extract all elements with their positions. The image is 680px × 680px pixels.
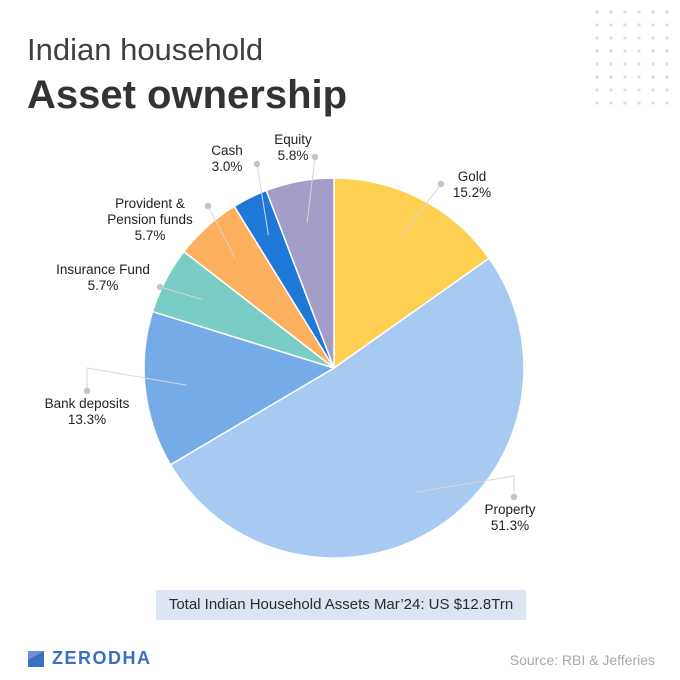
- leader-line: [86, 367, 187, 391]
- pie-chart: Gold 15.2% Property 51.3% Bank deposits 13.3%…: [45, 132, 536, 559]
- total-assets-callout: Total Indian Household Assets Mar’24: US…: [156, 590, 526, 620]
- source-note: Source: RBI & Jefferies: [509, 652, 655, 668]
- decor-dot: [637, 36, 641, 40]
- leader-dot: [83, 387, 91, 395]
- decor-dot: [651, 36, 655, 40]
- decor-dot: [665, 75, 669, 79]
- decor-dot: [665, 88, 669, 92]
- pie-slice: [333, 177, 491, 370]
- zerodha-logo: ZERODHA: [28, 648, 152, 669]
- zerodha-logo-text: ZERODHA: [52, 648, 152, 668]
- leader-line: [306, 156, 316, 223]
- decor-dot: [595, 23, 599, 27]
- leader-dot: [311, 153, 319, 161]
- decor-dot: [595, 88, 599, 92]
- decor-dot: [651, 62, 655, 66]
- decor-dot: [609, 75, 613, 79]
- decor-dot: [595, 101, 599, 105]
- decor-dot: [651, 10, 655, 14]
- pie-slice: [169, 257, 525, 559]
- decor-dot: [595, 75, 599, 79]
- decor-dot: [609, 10, 613, 14]
- decor-dot: [637, 62, 641, 66]
- decor-dot: [665, 101, 669, 105]
- leader-dot: [510, 493, 518, 501]
- decor-dot: [651, 101, 655, 105]
- decor-dot: [623, 10, 627, 14]
- decor-dot: [665, 62, 669, 66]
- decor-dot: [609, 101, 613, 105]
- leader-line: [159, 286, 203, 300]
- decor-dot: [623, 88, 627, 92]
- decor-dot: [637, 10, 641, 14]
- slice-label: Equity 5.8%: [274, 132, 312, 163]
- decor-dot: [637, 49, 641, 53]
- decor-dot: [623, 62, 627, 66]
- decor-dot: [595, 62, 599, 66]
- leader-dot: [437, 180, 445, 188]
- decor-dot: [595, 36, 599, 40]
- slice-label: Bank deposits 13.3%: [45, 396, 130, 427]
- slice-label: Property 51.3%: [484, 502, 535, 533]
- leader-line: [414, 475, 515, 497]
- decor-dot: [665, 10, 669, 14]
- decor-dot: [651, 49, 655, 53]
- chart-subtitle: Indian household: [27, 32, 264, 67]
- slice-label: Cash 3.0%: [211, 143, 243, 174]
- decor-dot: [623, 36, 627, 40]
- leader-line: [401, 183, 442, 237]
- slice-label: Insurance Fund 5.7%: [56, 262, 150, 293]
- pie-slice: [143, 310, 336, 466]
- decorative-dot-grid: [595, 10, 669, 105]
- leader-line: [207, 205, 236, 259]
- decor-dot: [623, 23, 627, 27]
- leader-line: [256, 163, 269, 236]
- decor-dot: [651, 88, 655, 92]
- decor-dot: [609, 23, 613, 27]
- decor-dot: [637, 88, 641, 92]
- decor-dot: [651, 23, 655, 27]
- decor-dot: [665, 49, 669, 53]
- decor-dot: [665, 23, 669, 27]
- decor-dot: [609, 36, 613, 40]
- slice-label: Gold 15.2%: [453, 169, 491, 200]
- decor-dot: [637, 23, 641, 27]
- decor-dot: [609, 88, 613, 92]
- decor-dot: [637, 101, 641, 105]
- chart-title: Asset ownership: [27, 73, 348, 117]
- decor-dot: [623, 49, 627, 53]
- pie-slice: [265, 177, 335, 369]
- decor-dot: [623, 75, 627, 79]
- zerodha-logo-icon: [28, 650, 44, 667]
- decor-dot: [623, 101, 627, 105]
- decor-dot: [609, 62, 613, 66]
- slice-label: Provident & Pension funds 5.7%: [107, 196, 193, 243]
- decor-dot: [609, 49, 613, 53]
- leader-dot: [204, 202, 212, 210]
- decor-dot: [637, 75, 641, 79]
- leader-dot: [156, 283, 164, 291]
- decor-dot: [595, 49, 599, 53]
- decor-dot: [595, 10, 599, 14]
- decor-dot: [665, 36, 669, 40]
- leader-dot: [253, 160, 261, 168]
- decor-dot: [651, 75, 655, 79]
